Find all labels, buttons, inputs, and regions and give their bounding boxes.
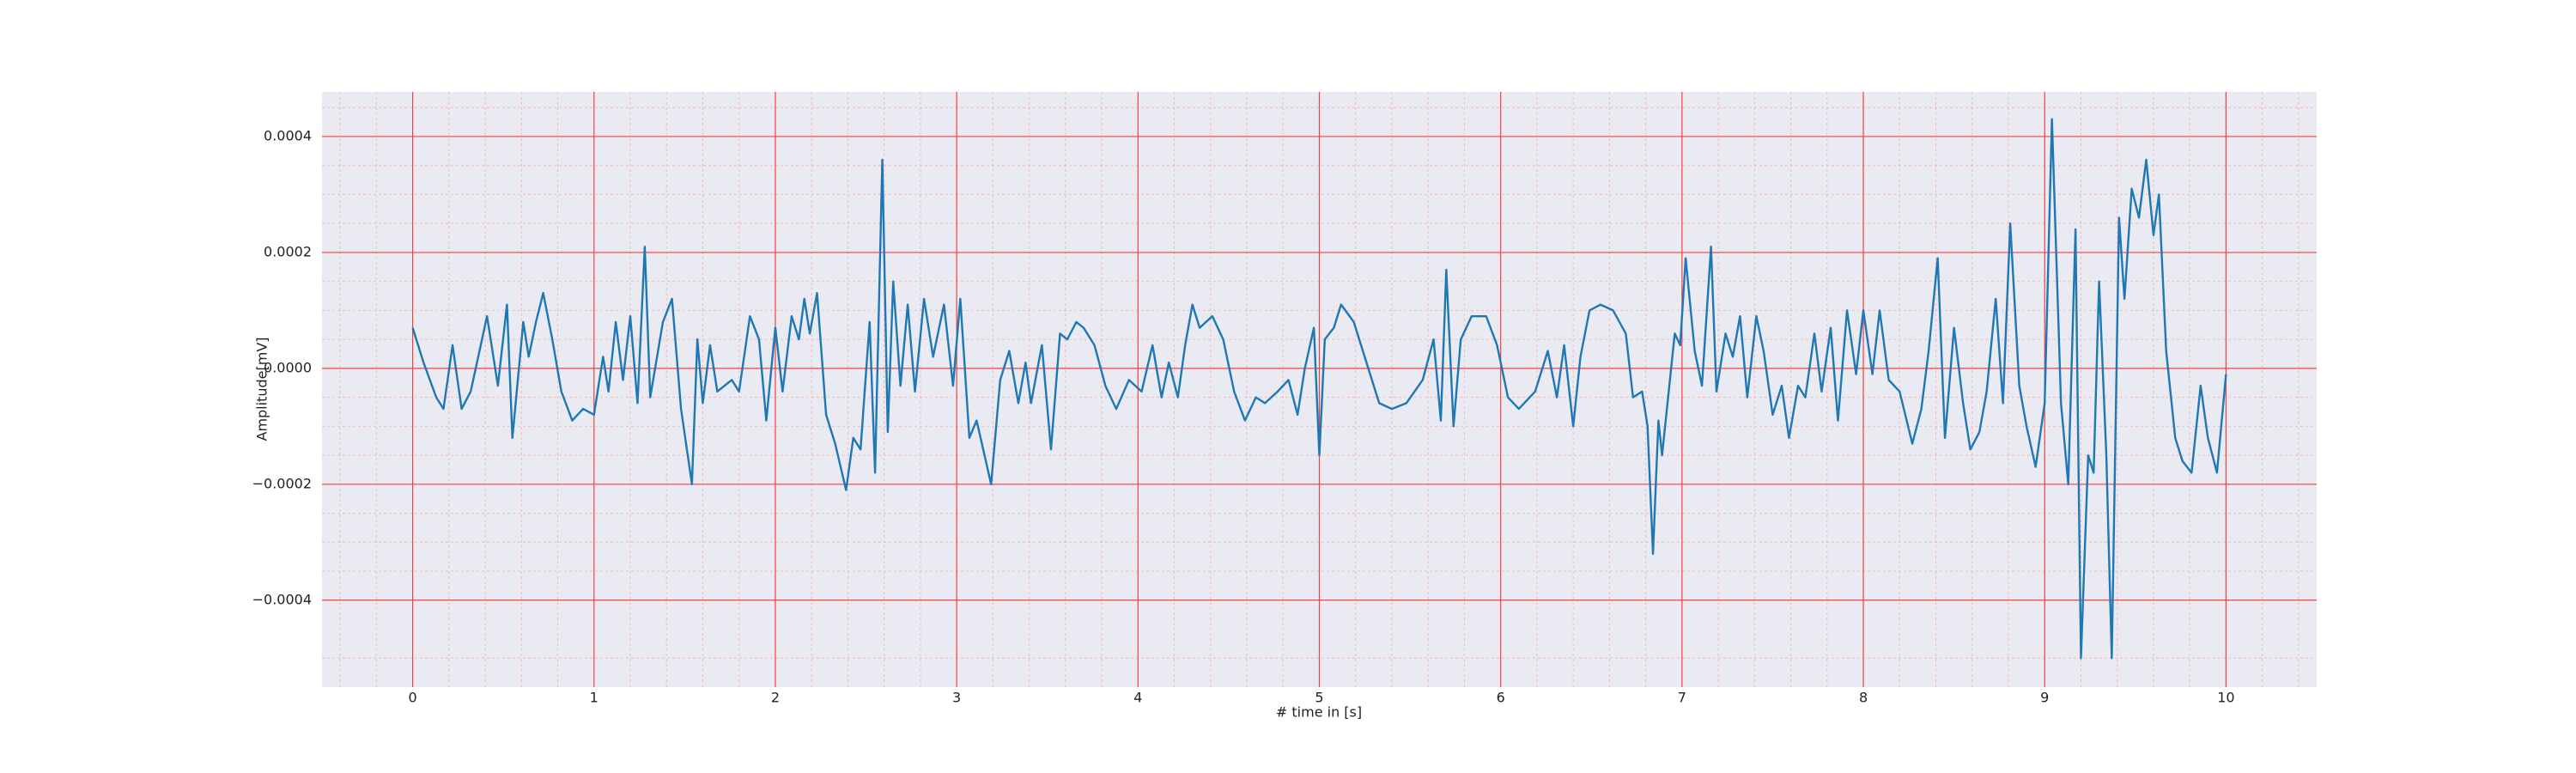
x-tick-label: 10 <box>2217 690 2234 706</box>
x-tick-label: 7 <box>1678 690 1686 706</box>
x-tick-label: 0 <box>408 690 416 706</box>
x-axis-label: # time in [s] <box>1276 704 1362 721</box>
y-tick-label: 0.0004 <box>264 127 312 143</box>
y-tick-label: 0.0000 <box>264 359 312 375</box>
x-tick-label: 5 <box>1315 690 1323 706</box>
x-tick-label: 8 <box>1859 690 1868 706</box>
x-tick-label: 1 <box>590 690 598 706</box>
x-tick-label: 9 <box>2040 690 2049 706</box>
x-tick-label: 6 <box>1497 690 1505 706</box>
y-tick-label: −0.0002 <box>252 475 312 491</box>
x-tick-label: 3 <box>952 690 961 706</box>
y-axis-label: Amplitude[mV] <box>254 337 270 441</box>
y-tick-label: 0.0002 <box>264 243 312 259</box>
x-tick-label: 4 <box>1133 690 1142 706</box>
y-tick-label: −0.0004 <box>252 591 312 607</box>
signal-line <box>411 118 2227 660</box>
x-tick-label: 2 <box>771 690 780 706</box>
